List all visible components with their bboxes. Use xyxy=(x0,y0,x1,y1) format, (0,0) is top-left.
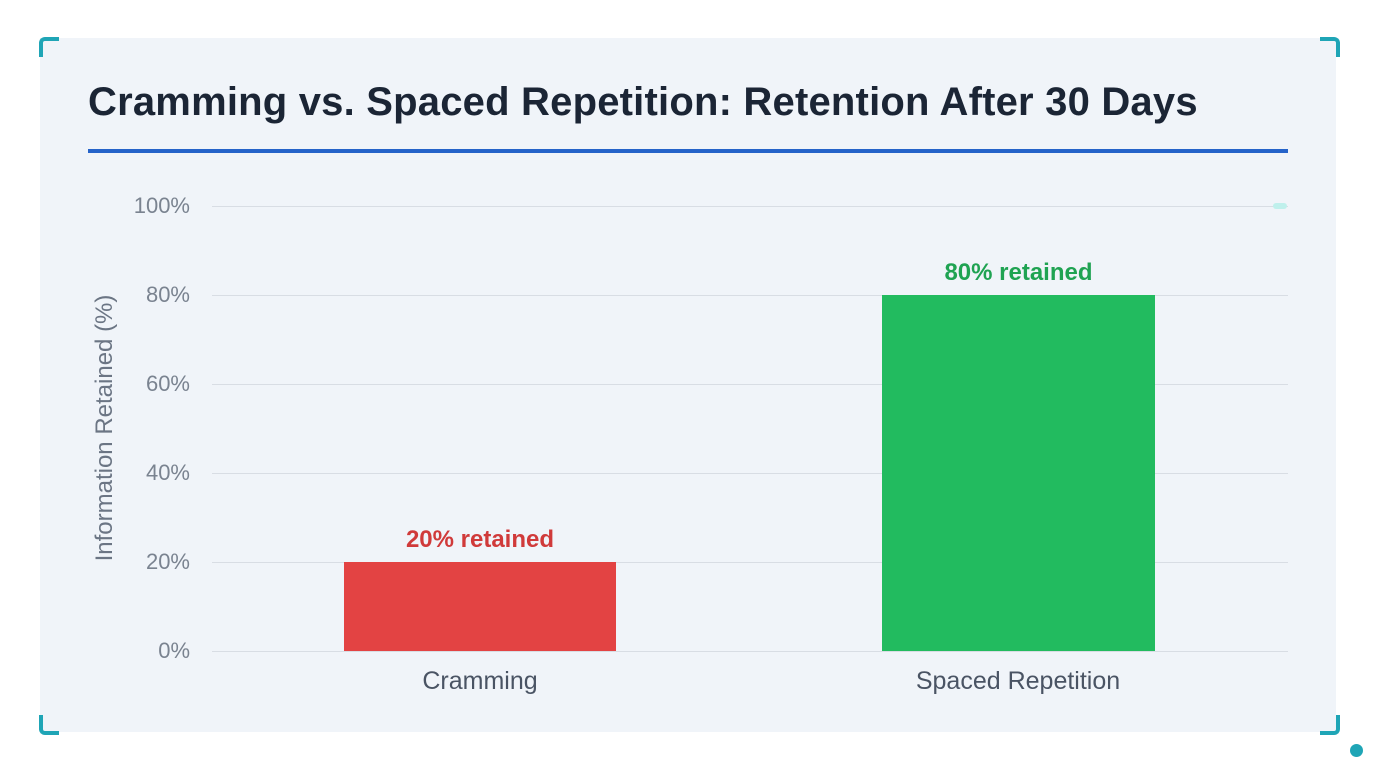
gridline-100 xyxy=(212,206,1288,207)
y-tick-60: 60% xyxy=(145,371,190,396)
corner-bracket-bottom-left xyxy=(39,715,59,735)
y-tick-20: 20% xyxy=(145,549,190,574)
y-tick-40: 40% xyxy=(145,460,190,485)
gridline-60 xyxy=(212,384,1288,385)
title-underline xyxy=(88,149,1288,153)
y-tick-80: 80% xyxy=(145,282,190,307)
bar-spaced-repetition xyxy=(882,295,1155,651)
x-tick-cramming: Cramming xyxy=(422,667,538,695)
y-axis-label: Information Retained (%) xyxy=(91,294,118,562)
y-tick-100: 100% xyxy=(133,193,190,218)
data-label-cramming: 20% retained xyxy=(405,526,555,553)
bar-cramming xyxy=(344,562,616,651)
x-tick-spaced-repetition: Spaced Repetition xyxy=(915,667,1121,695)
gridline-end-marker xyxy=(1273,203,1287,209)
gridline-80 xyxy=(212,295,1288,296)
corner-bracket-top-right xyxy=(1320,37,1340,57)
y-tick-0: 0% xyxy=(158,638,190,663)
gridline-0 xyxy=(212,651,1288,652)
corner-bracket-top-left xyxy=(39,37,59,57)
chart-title: Cramming vs. Spaced Repetition: Retentio… xyxy=(88,80,1198,124)
accent-dot-icon xyxy=(1350,744,1363,757)
gridline-20 xyxy=(212,562,1288,563)
gridline-40 xyxy=(212,473,1288,474)
data-label-spaced-repetition: 80% retained xyxy=(944,259,1093,286)
corner-bracket-bottom-right xyxy=(1320,715,1340,735)
